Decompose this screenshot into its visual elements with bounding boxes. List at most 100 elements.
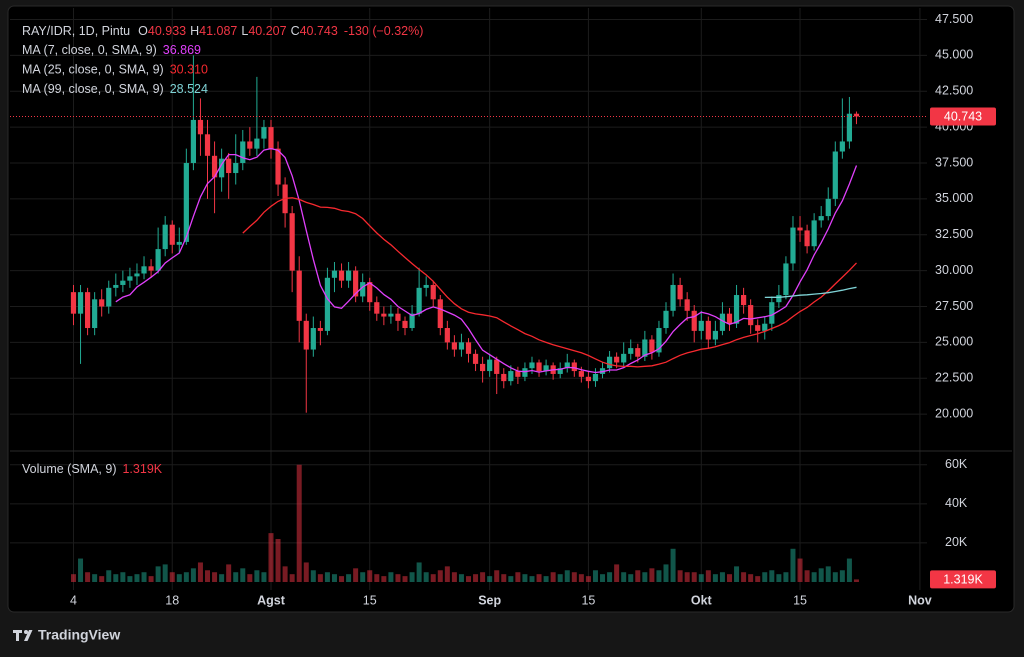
candle-body <box>698 320 704 331</box>
candle-body <box>515 371 521 377</box>
moving-average-line <box>242 197 857 368</box>
y-tick-label: 47.500 <box>935 12 973 26</box>
ohlc-letter: C <box>291 24 300 38</box>
y-tick-label: 32.500 <box>935 227 973 241</box>
candle-body <box>169 224 175 245</box>
candle-body <box>783 263 789 296</box>
ma-value: 28.524 <box>170 82 208 96</box>
y-tick-label: 30.000 <box>935 263 973 277</box>
candle-body <box>825 198 831 217</box>
candle-body <box>522 368 528 377</box>
candle-body <box>310 328 316 350</box>
legend-header: RAY/IDR, 1D, Pintu O40.933 H41.087 L40.207 C… <box>22 24 423 38</box>
candle-body <box>134 273 140 277</box>
x-tick-label: 4 <box>70 593 77 607</box>
candle-body <box>395 313 401 321</box>
candle-body <box>437 299 443 329</box>
candle-body <box>402 320 408 329</box>
ohlc-value: 40.207 <box>248 24 286 38</box>
candle-body <box>480 363 486 372</box>
candle-body <box>769 302 775 324</box>
last-price-label: 40.743 <box>944 110 982 124</box>
candle-body <box>726 313 733 324</box>
candle-body <box>818 216 824 221</box>
volume-legend: Volume (SMA, 9) 1.319K <box>22 462 163 476</box>
x-tick-label: Sep <box>478 593 501 607</box>
candle-body <box>790 227 796 264</box>
candle-body <box>691 310 697 331</box>
candle-body <box>472 353 479 364</box>
ma-value: 30.310 <box>170 63 208 77</box>
candle-body <box>247 141 253 149</box>
candle-body <box>155 249 161 271</box>
candle-body <box>430 284 436 300</box>
symbol-title: RAY/IDR, 1D, Pintu <box>22 24 130 38</box>
ma-value: 36.869 <box>163 43 201 57</box>
candle-body <box>557 368 563 374</box>
volume-tick-label: 20K <box>945 535 968 549</box>
candle-body <box>388 313 394 317</box>
candle-body <box>444 328 450 343</box>
change-value: -130 (−0.32%) <box>344 24 424 38</box>
candle-body <box>797 227 803 231</box>
candle-body <box>70 292 77 314</box>
x-tick-label: 15 <box>581 593 595 607</box>
x-tick-label: 15 <box>793 593 807 607</box>
candle-body <box>804 230 810 247</box>
ma-legend: MA (99, close, 0, SMA, 9) 28.524 <box>22 82 208 96</box>
candle-body <box>240 141 246 163</box>
candle-body <box>684 299 690 311</box>
ohlc-letter: L <box>241 24 248 38</box>
candle-body <box>261 127 267 139</box>
candle-body <box>127 276 133 281</box>
candle-body <box>677 284 683 300</box>
candle-body <box>190 119 196 163</box>
candle-body <box>289 213 295 271</box>
last-price-box <box>930 107 996 126</box>
candle-body <box>324 277 331 331</box>
candle-body <box>148 266 154 271</box>
logo-dot <box>24 630 28 634</box>
volume-tick-label: 60K <box>945 457 968 471</box>
candle-body <box>621 353 627 363</box>
candle-body <box>183 162 189 242</box>
candle-body <box>317 328 323 331</box>
candle-body <box>536 362 542 372</box>
candle-body <box>853 113 860 117</box>
candle-body <box>663 310 669 329</box>
candle-body <box>211 155 218 178</box>
candle-body <box>367 282 373 303</box>
ma-legend: MA (25, close, 0, SMA, 9) 30.310 <box>22 63 208 77</box>
ohlc-value: 40.743 <box>300 24 338 38</box>
ma-name: MA (7, close, 0, SMA, 9) <box>22 43 157 57</box>
x-tick-label: Nov <box>908 593 932 607</box>
candle-body <box>811 220 817 247</box>
y-tick-label: 45.000 <box>935 48 973 62</box>
moving-average-line <box>764 286 857 299</box>
candle-body <box>416 287 422 314</box>
candle-body <box>656 328 662 353</box>
ma-name: MA (25, close, 0, SMA, 9) <box>22 63 164 77</box>
candle-body <box>381 313 387 317</box>
candle-body <box>712 330 718 340</box>
candle-body <box>106 287 112 307</box>
candle-body <box>77 292 84 314</box>
brand: TradingView <box>38 627 120 643</box>
ohlc-value: 40.933 <box>148 24 186 38</box>
candle-body <box>529 362 535 369</box>
candle-body <box>458 342 465 350</box>
candle-body <box>113 284 119 288</box>
candle-body <box>606 356 613 369</box>
candle-body <box>755 325 761 331</box>
x-tick-label: 15 <box>363 593 377 607</box>
candle-body <box>501 373 507 382</box>
x-tick-label: 18 <box>165 593 179 607</box>
x-tick-label: Okt <box>691 593 713 607</box>
candle-body <box>331 270 338 278</box>
y-tick-label: 20.000 <box>935 406 973 420</box>
brand-logo: TradingView <box>13 627 120 643</box>
candle-body <box>99 299 105 307</box>
volume-tick-label: 40K <box>945 496 968 510</box>
candle-body <box>120 280 126 285</box>
candle-body <box>585 376 592 382</box>
